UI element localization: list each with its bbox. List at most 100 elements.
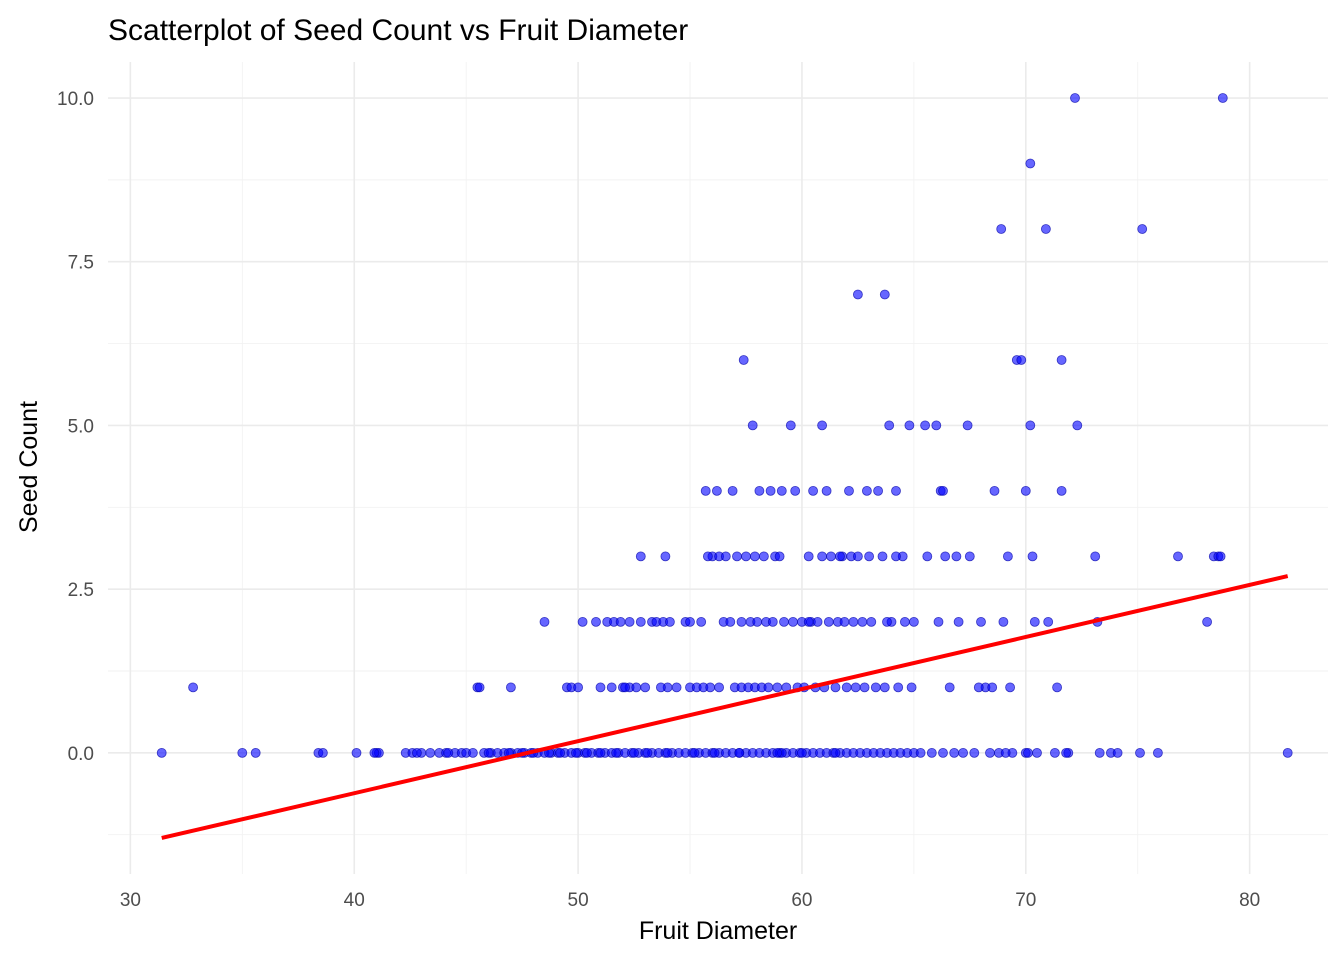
data-point xyxy=(1023,748,1033,758)
data-point xyxy=(1025,158,1036,169)
data-point xyxy=(989,485,1000,496)
data-point xyxy=(1020,485,1031,496)
data-point xyxy=(774,551,785,562)
data-point xyxy=(351,748,362,758)
data-point xyxy=(964,551,975,562)
data-point xyxy=(985,748,995,758)
data-point xyxy=(1202,617,1212,627)
data-point xyxy=(826,551,836,562)
data-point xyxy=(1135,748,1145,758)
data-point xyxy=(803,617,814,627)
data-point xyxy=(953,617,964,627)
data-point xyxy=(369,748,380,758)
data-point xyxy=(951,551,962,562)
data-point xyxy=(662,748,673,758)
data-point xyxy=(864,551,874,562)
data-point xyxy=(615,617,626,627)
x-tick-label: 70 xyxy=(1015,890,1036,911)
data-point xyxy=(1043,617,1054,627)
chart-title: Scatterplot of Seed Count vs Fruit Diame… xyxy=(108,14,688,47)
data-point xyxy=(848,617,859,627)
data-point xyxy=(188,682,199,693)
data-point xyxy=(624,617,635,627)
data-point xyxy=(882,617,892,627)
data-point xyxy=(1000,748,1011,758)
data-point xyxy=(734,748,745,758)
x-tick-label: 30 xyxy=(120,890,141,911)
data-point xyxy=(920,420,930,431)
data-point xyxy=(714,682,724,693)
data-point xyxy=(767,617,778,627)
data-point xyxy=(747,420,758,431)
data-point xyxy=(736,617,747,627)
data-point xyxy=(705,682,716,693)
data-point xyxy=(656,682,666,693)
data-point xyxy=(1072,420,1083,431)
data-point xyxy=(906,682,917,693)
data-point xyxy=(944,682,955,693)
data-point xyxy=(750,551,760,562)
data-point xyxy=(443,748,454,758)
data-point xyxy=(817,551,827,562)
data-point xyxy=(635,617,646,627)
data-point xyxy=(555,748,566,758)
data-point xyxy=(483,748,494,758)
data-point xyxy=(1050,748,1060,758)
data-point xyxy=(250,748,261,758)
y-tick-label: 2.5 xyxy=(68,580,94,601)
data-point xyxy=(1052,682,1062,693)
data-point xyxy=(1070,93,1080,103)
data-point xyxy=(411,748,422,758)
data-point xyxy=(772,682,783,693)
data-point xyxy=(790,485,801,496)
data-point xyxy=(797,748,807,758)
data-point xyxy=(1217,93,1228,103)
data-point xyxy=(635,551,646,562)
data-point xyxy=(1215,551,1226,562)
data-point xyxy=(703,551,713,562)
data-point xyxy=(891,485,901,496)
data-point xyxy=(1005,682,1015,693)
data-point xyxy=(467,748,478,758)
x-axis-ticks: 30 40 50 60 70 80 xyxy=(120,890,1260,911)
y-tick-label: 10.0 xyxy=(57,89,94,110)
data-point xyxy=(891,551,901,562)
data-point xyxy=(1025,420,1036,431)
data-point xyxy=(732,551,742,562)
data-point xyxy=(841,682,852,693)
x-tick-label: 80 xyxy=(1239,890,1260,911)
data-point xyxy=(788,617,798,627)
data-point xyxy=(835,551,845,562)
x-tick-label: 50 xyxy=(568,890,589,911)
data-point xyxy=(1027,551,1038,562)
data-point xyxy=(727,485,738,496)
data-point xyxy=(873,485,883,496)
data-point xyxy=(839,617,850,627)
data-point xyxy=(425,748,436,758)
trend-line xyxy=(161,574,1289,840)
data-point xyxy=(573,682,583,693)
data-point xyxy=(539,617,550,627)
data-point xyxy=(962,420,973,431)
data-point xyxy=(926,748,937,758)
data-point xyxy=(862,485,872,496)
data-point xyxy=(859,682,870,693)
data-point xyxy=(850,682,861,693)
data-point xyxy=(1041,224,1051,234)
data-point xyxy=(817,420,827,431)
data-point xyxy=(808,485,818,496)
data-point xyxy=(1153,748,1163,758)
data-point xyxy=(642,748,653,758)
data-point xyxy=(754,485,765,496)
data-point xyxy=(893,682,904,693)
data-point xyxy=(1282,748,1293,758)
data-point xyxy=(738,355,749,365)
data-point xyxy=(741,551,751,562)
data-point xyxy=(759,551,769,562)
data-point xyxy=(685,617,695,627)
data-point xyxy=(938,748,948,758)
data-point xyxy=(1056,485,1067,496)
data-point xyxy=(996,224,1007,234)
data-point xyxy=(156,748,167,758)
